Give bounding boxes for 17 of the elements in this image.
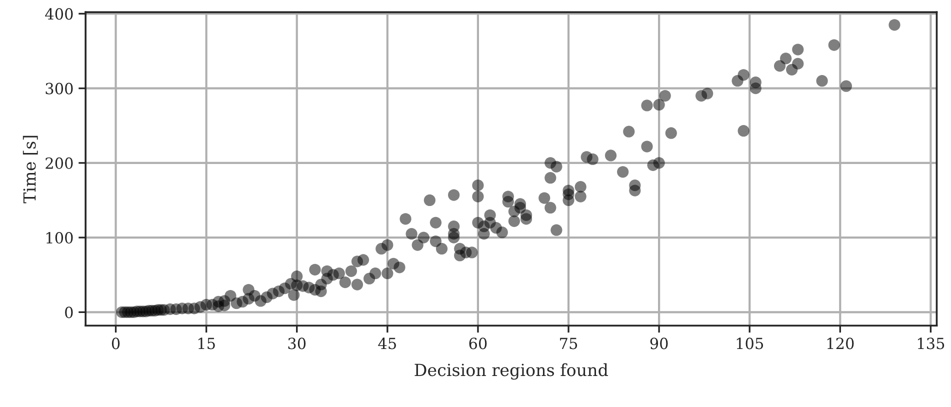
y-tick-label: 0 — [65, 306, 73, 318]
y-tick-label: 200 — [46, 157, 73, 169]
x-tick-label: 45 — [378, 338, 396, 350]
y-tick-label: 100 — [46, 232, 73, 244]
x-tick-label: 60 — [469, 338, 487, 350]
x-tick-label: 15 — [198, 338, 215, 350]
x-tick-label: 105 — [736, 338, 764, 350]
x-tick-label: 0 — [112, 338, 120, 350]
y-tick-label: 300 — [46, 82, 73, 94]
x-tick-label: 120 — [827, 338, 854, 350]
y-tick-label: 400 — [45, 8, 73, 20]
x-tick-label: 75 — [560, 338, 578, 350]
x-tick-label: 30 — [288, 338, 306, 350]
x-tick-label: 135 — [918, 338, 944, 350]
y-axis-title: Time [s] — [22, 136, 38, 204]
x-tick-label: 90 — [650, 338, 668, 350]
x-axis-title: Decision regions found — [414, 363, 608, 380]
